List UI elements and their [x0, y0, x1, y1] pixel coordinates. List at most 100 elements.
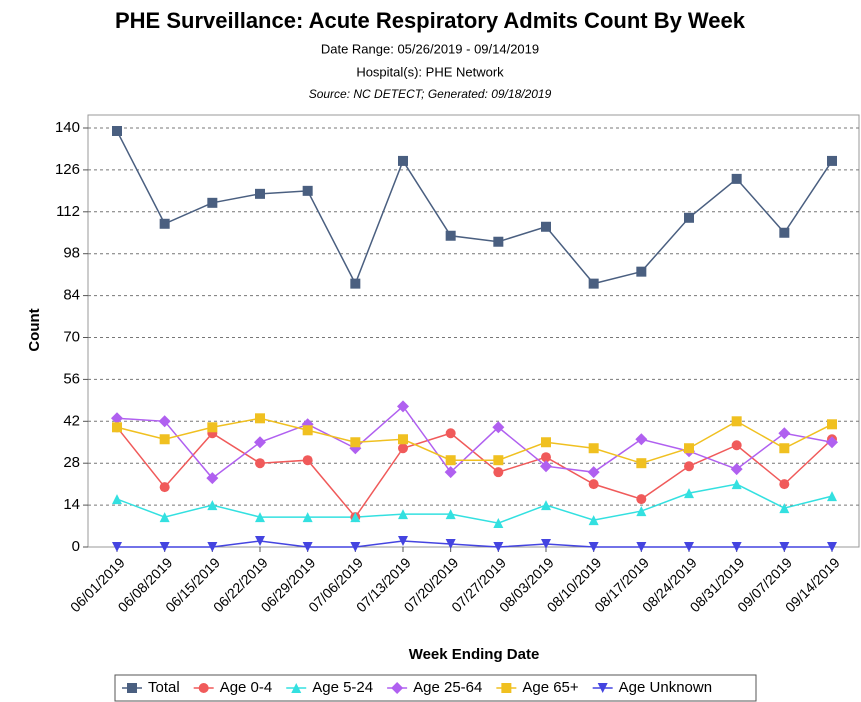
marker — [445, 509, 456, 520]
y-axis-label: Count — [26, 308, 43, 351]
marker — [731, 173, 742, 184]
legend-marker — [501, 683, 512, 693]
marker — [779, 443, 790, 454]
legend-label: Age 5-24 — [312, 679, 373, 696]
marker — [445, 455, 456, 466]
marker — [731, 416, 742, 427]
marker — [207, 500, 218, 511]
y-tick-label: 28 — [63, 454, 80, 471]
marker — [254, 436, 266, 449]
y-tick-label: 126 — [55, 161, 80, 178]
legend-marker — [597, 683, 608, 693]
marker — [302, 542, 313, 552]
marker — [255, 536, 265, 547]
marker — [684, 443, 694, 454]
y-tick-label: 84 — [63, 287, 80, 304]
marker — [398, 155, 408, 166]
y-tick-label: 14 — [63, 496, 80, 513]
series-line — [117, 540, 832, 548]
marker — [684, 212, 694, 223]
marker — [588, 515, 599, 526]
marker — [302, 512, 313, 523]
marker — [636, 542, 647, 552]
marker — [635, 433, 648, 446]
y-tick-label: 70 — [63, 328, 80, 345]
marker — [541, 221, 551, 232]
marker — [397, 400, 409, 413]
marker — [255, 188, 265, 199]
legend-label: Total — [148, 679, 180, 696]
marker — [158, 415, 171, 428]
marker — [159, 482, 170, 493]
marker — [493, 467, 504, 478]
marker — [541, 437, 551, 448]
marker — [445, 428, 456, 439]
legend-marker — [127, 683, 137, 693]
marker — [826, 436, 838, 449]
marker — [827, 491, 837, 502]
marker — [492, 421, 505, 434]
y-tick-label: 112 — [56, 203, 80, 220]
x-axis-label: Week Ending Date — [409, 646, 540, 663]
marker — [636, 494, 647, 505]
legend-marker — [391, 682, 404, 694]
marker — [302, 185, 313, 196]
marker — [398, 434, 408, 445]
y-tick-label: 0 — [72, 538, 80, 555]
marker — [588, 479, 599, 490]
marker — [541, 452, 551, 463]
marker — [207, 422, 218, 433]
y-tick-label: 56 — [63, 370, 80, 387]
legend-marker — [198, 683, 209, 693]
y-tick-label: 42 — [63, 412, 80, 429]
legend-label: Age Unknown — [619, 679, 712, 696]
series-line — [116, 130, 833, 286]
chart-title: PHE Surveillance: Acute Respiratory Admi… — [115, 8, 746, 33]
marker — [255, 458, 265, 469]
legend-marker — [291, 683, 302, 693]
marker — [493, 455, 504, 466]
marker — [444, 466, 457, 479]
subtitle: Hospital(s): PHE Network — [356, 64, 504, 79]
marker — [730, 463, 743, 476]
marker — [779, 227, 790, 238]
marker — [445, 230, 456, 241]
marker — [588, 542, 599, 552]
marker — [398, 443, 408, 454]
marker — [302, 455, 313, 466]
series-line — [116, 426, 833, 519]
marker — [587, 466, 600, 479]
marker — [350, 278, 361, 289]
marker — [493, 518, 504, 529]
series-line — [116, 405, 833, 480]
marker — [255, 512, 265, 523]
marker — [636, 458, 647, 469]
marker — [731, 479, 742, 490]
marker — [541, 539, 551, 550]
marker — [827, 419, 837, 430]
marker — [207, 542, 218, 552]
marker — [779, 479, 790, 490]
marker — [636, 506, 647, 517]
marker — [206, 472, 219, 485]
marker — [112, 125, 122, 136]
subtitle: Source: NC DETECT; Generated: 09/18/2019 — [309, 87, 552, 101]
marker — [398, 509, 408, 520]
subtitle: Date Range: 05/26/2019 - 09/14/2019 — [321, 41, 539, 56]
legend-label: Age 0-4 — [220, 679, 273, 696]
marker — [159, 434, 170, 445]
marker — [684, 542, 694, 552]
marker — [827, 155, 837, 166]
marker — [827, 542, 837, 552]
marker — [350, 542, 361, 552]
marker — [588, 278, 599, 289]
marker — [112, 494, 122, 505]
marker — [350, 437, 361, 448]
marker — [112, 542, 122, 552]
marker — [684, 461, 694, 472]
marker — [112, 422, 122, 433]
marker — [778, 427, 791, 440]
marker — [588, 443, 599, 454]
marker — [159, 218, 170, 229]
marker — [493, 236, 504, 247]
